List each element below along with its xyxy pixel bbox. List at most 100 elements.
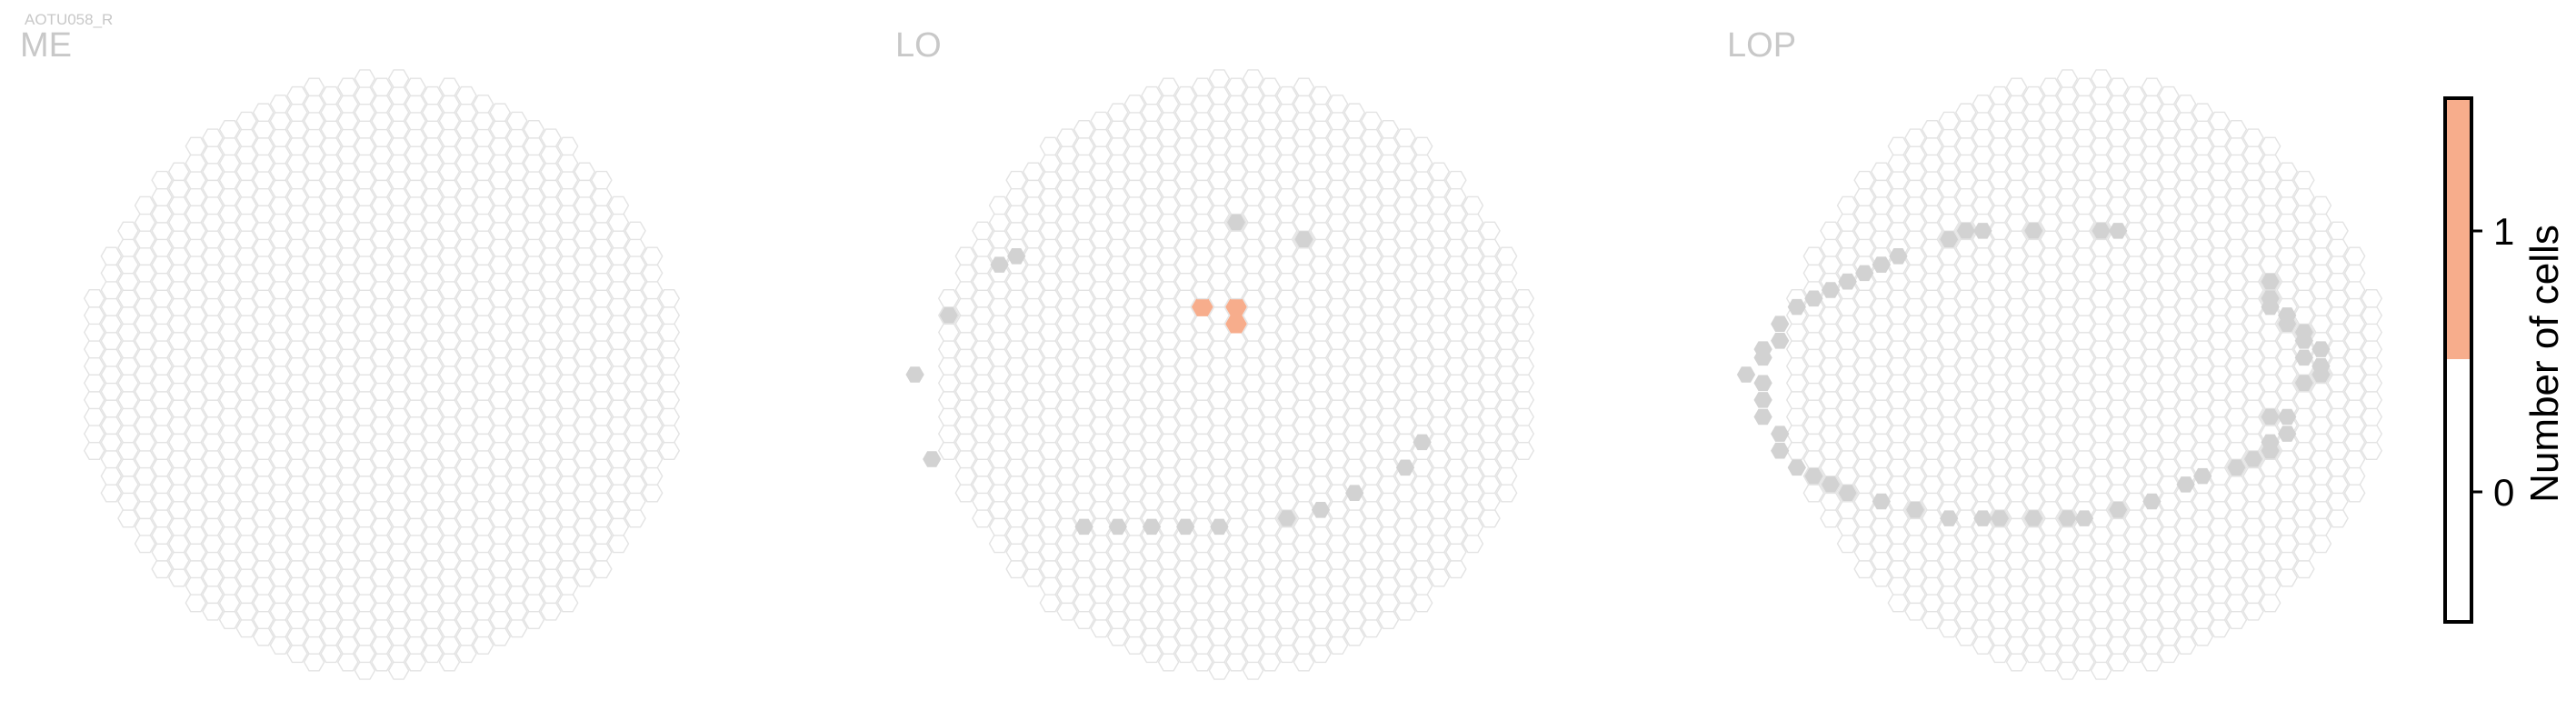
hex-cell bbox=[1887, 339, 1910, 359]
hex-cell bbox=[2174, 297, 2197, 316]
hex-cell bbox=[404, 162, 427, 182]
hex-cell bbox=[2073, 534, 2095, 554]
hex-cell bbox=[438, 534, 461, 554]
hex-cell bbox=[1157, 551, 1180, 570]
hex-cell bbox=[387, 543, 410, 562]
hex-cell bbox=[303, 416, 325, 436]
hex-cell bbox=[1360, 297, 1383, 316]
hex-cell bbox=[988, 348, 1011, 367]
hex-cell bbox=[1293, 416, 1315, 436]
hex-cell bbox=[2073, 77, 2095, 97]
hex-cell bbox=[1326, 297, 1349, 316]
hex-cell bbox=[658, 441, 681, 460]
hex-cell bbox=[2327, 508, 2349, 528]
hex-cell bbox=[472, 585, 494, 605]
hex-cell bbox=[1275, 576, 1298, 596]
hex-cell bbox=[1174, 136, 1197, 156]
hex-cell bbox=[167, 264, 190, 283]
hex-cell bbox=[2073, 365, 2095, 385]
hex-cell bbox=[1853, 424, 1876, 444]
hex-cell bbox=[1090, 162, 1113, 182]
hex-cell bbox=[489, 205, 512, 224]
hex-cell bbox=[387, 576, 410, 596]
hex-cell bbox=[1479, 221, 1501, 241]
hex-cell bbox=[438, 398, 461, 418]
hex-cell bbox=[1921, 576, 1943, 596]
hex-cell bbox=[2005, 416, 2028, 436]
hex-cell bbox=[641, 382, 664, 401]
hex-cell bbox=[2141, 246, 2163, 266]
hex-cell bbox=[2174, 585, 2197, 605]
hex-cell bbox=[252, 238, 275, 257]
hex-cell bbox=[252, 475, 275, 495]
hex-cell bbox=[1242, 289, 1264, 308]
hex-cell bbox=[1444, 170, 1467, 190]
hex-cell bbox=[624, 424, 646, 444]
hex-cell bbox=[624, 356, 646, 376]
hex-cell bbox=[1887, 559, 1910, 579]
hex-cell bbox=[540, 348, 562, 367]
hex-cell bbox=[1039, 559, 1062, 579]
hex-cell bbox=[2141, 213, 2163, 232]
hex-cell bbox=[1123, 416, 1146, 436]
hex-cell bbox=[523, 272, 545, 291]
hex-cell bbox=[1090, 213, 1113, 232]
hex-cell bbox=[117, 508, 139, 528]
hex-cell bbox=[1444, 424, 1467, 444]
hex-cell bbox=[1462, 195, 1484, 215]
hex-cell bbox=[2123, 289, 2146, 308]
hex-cell bbox=[1394, 416, 1416, 436]
hex-cell bbox=[658, 407, 681, 426]
hex-cell bbox=[1343, 610, 1366, 629]
hex-cell bbox=[387, 627, 410, 646]
hex-cell bbox=[1326, 179, 1349, 198]
hex-cell bbox=[1954, 593, 1977, 613]
hex-cell bbox=[1343, 407, 1366, 426]
hex-cell bbox=[2056, 120, 2079, 139]
hex-cell bbox=[1310, 120, 1332, 139]
hex-cell bbox=[185, 221, 207, 241]
hex-cell bbox=[1820, 374, 1842, 393]
hex-cell bbox=[235, 111, 258, 131]
hex-cell bbox=[1073, 339, 1095, 359]
hex-cell bbox=[1090, 280, 1113, 300]
hex-cell bbox=[1360, 145, 1383, 165]
hex-cell bbox=[269, 382, 292, 401]
hex-cell bbox=[1106, 356, 1129, 376]
hex-cell bbox=[1326, 229, 1349, 249]
hex-cell bbox=[556, 424, 579, 444]
hex-cell bbox=[1090, 195, 1113, 215]
hex-cell bbox=[2276, 280, 2299, 300]
hex-cell-outside-grid bbox=[2176, 476, 2195, 493]
hex-cell bbox=[421, 390, 444, 410]
hex-cell bbox=[590, 441, 613, 460]
hex-cell bbox=[972, 323, 993, 342]
hex-cell bbox=[1293, 297, 1315, 316]
hex-cell bbox=[1242, 136, 1264, 156]
hex-cell bbox=[1225, 162, 1247, 182]
hex-cell bbox=[1191, 246, 1213, 266]
hex-cell bbox=[1326, 449, 1349, 469]
hex-cell bbox=[1836, 382, 1859, 401]
hex-cell bbox=[2107, 585, 2130, 605]
hex-cell bbox=[2123, 492, 2146, 511]
hex-cell bbox=[1904, 264, 1926, 283]
hex-cell bbox=[1904, 314, 1926, 334]
hex-cell bbox=[472, 264, 494, 283]
hex-cell bbox=[387, 508, 410, 528]
hex-cell bbox=[455, 424, 477, 444]
hex-cell bbox=[590, 170, 613, 190]
hex-cell bbox=[556, 339, 579, 359]
hex-cell bbox=[1972, 416, 1994, 436]
hex-cell bbox=[303, 264, 325, 283]
hex-cell bbox=[1444, 543, 1467, 562]
hex-cell bbox=[988, 365, 1011, 385]
hex-cell bbox=[2056, 238, 2079, 257]
hex-cell bbox=[252, 559, 275, 579]
hex-cell bbox=[1836, 534, 1859, 554]
hex-cell bbox=[2141, 264, 2163, 283]
hex-cell bbox=[218, 526, 241, 545]
hex-cell bbox=[607, 534, 630, 554]
hex-cell bbox=[354, 85, 376, 105]
hex-cell bbox=[269, 449, 292, 469]
